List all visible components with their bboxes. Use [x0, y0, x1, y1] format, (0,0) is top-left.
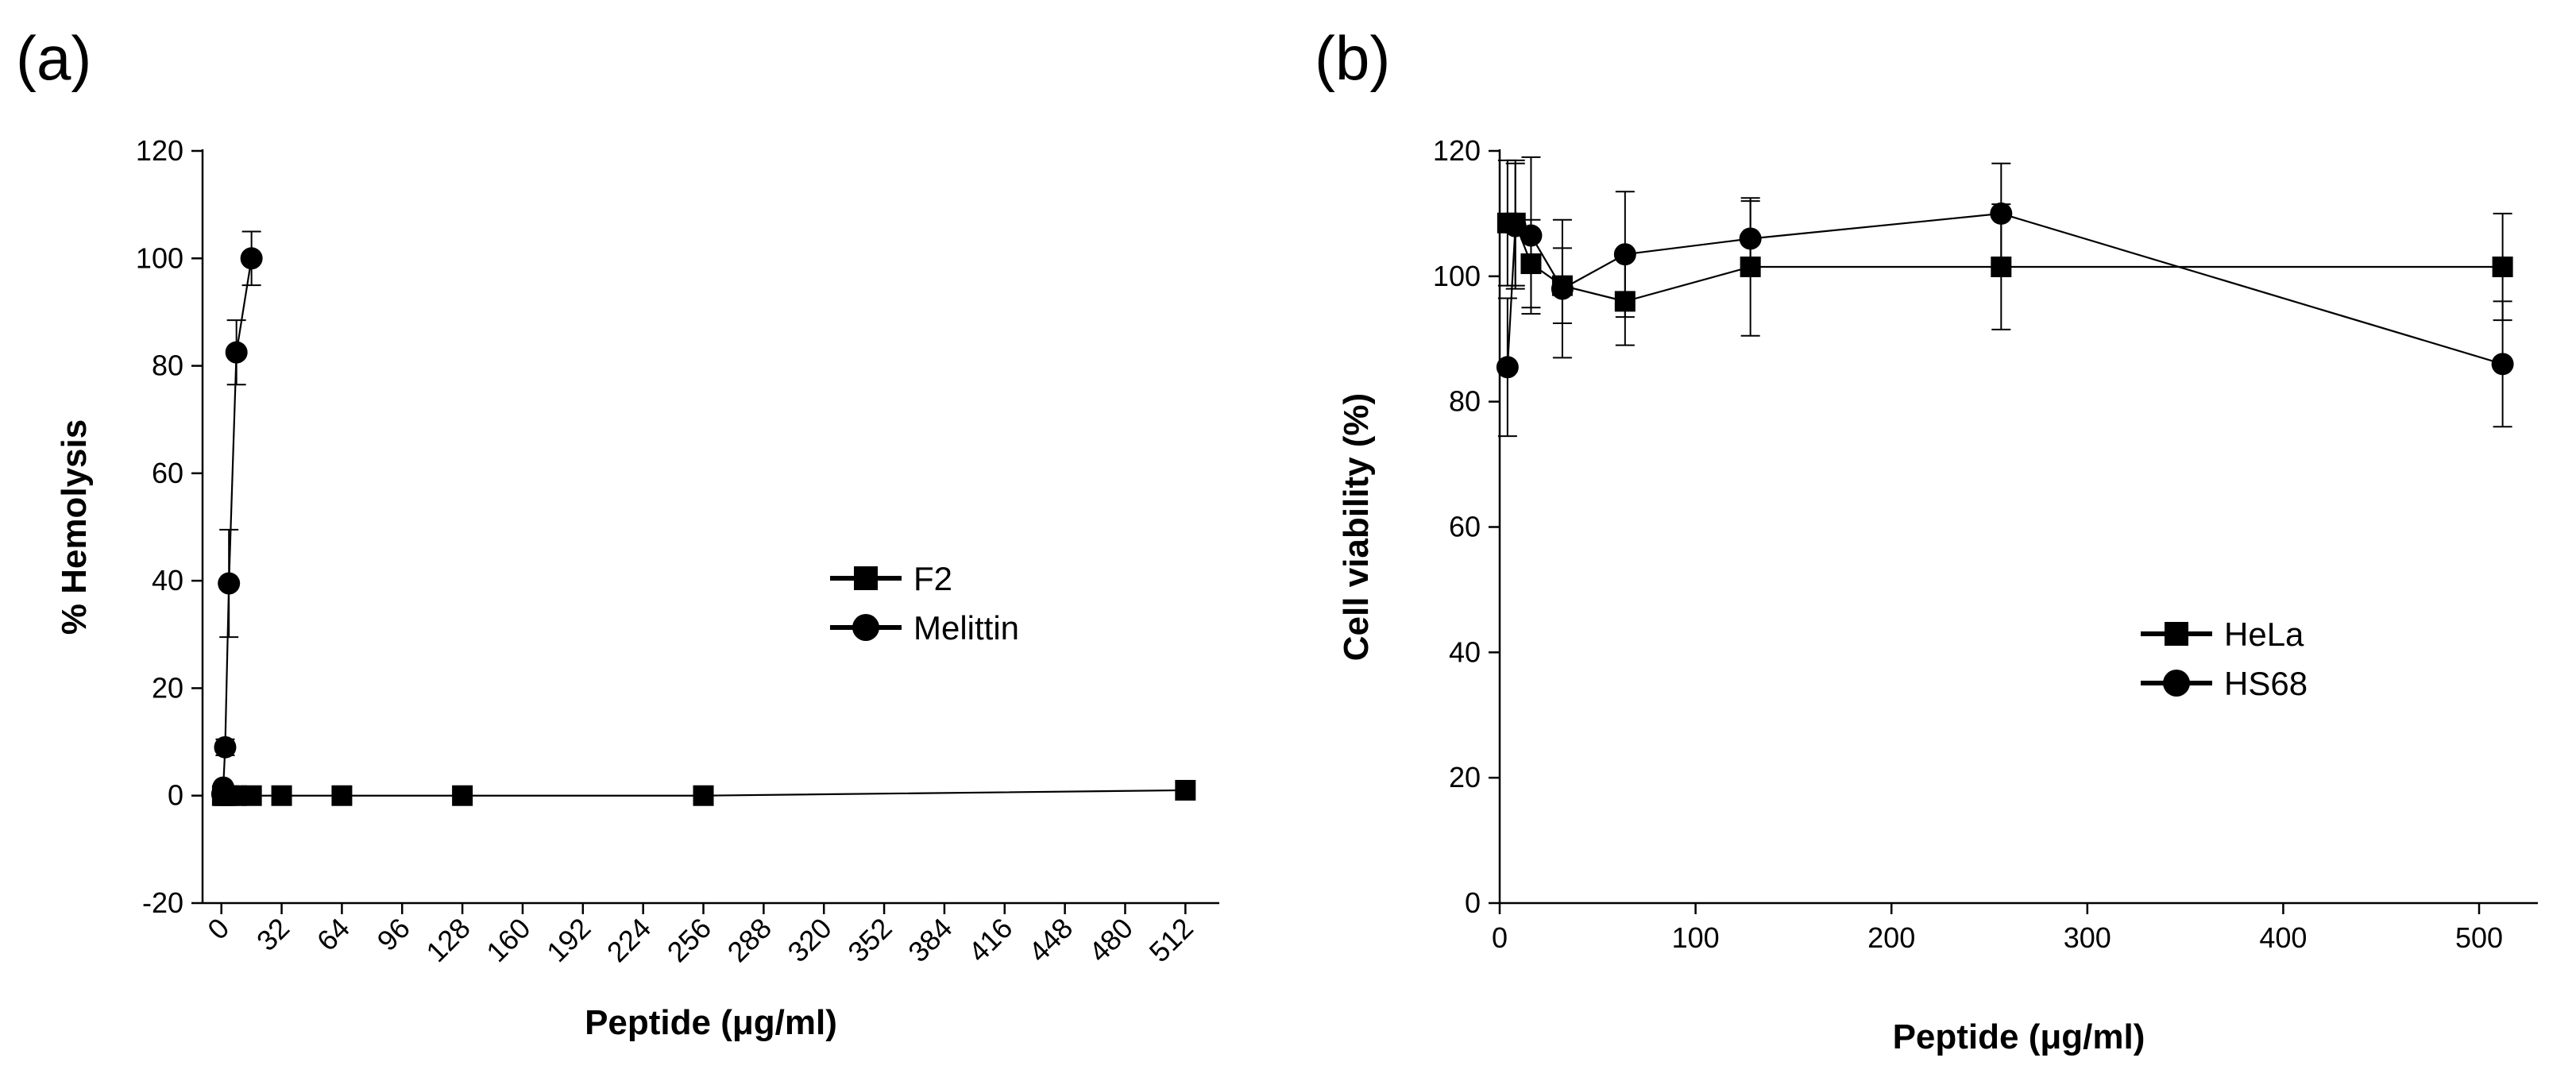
data-point-f2	[693, 785, 714, 806]
y-axis-label: Cell viability (%)	[1337, 393, 1376, 661]
data-point-hs68	[1551, 277, 1574, 300]
legend-label: F2	[913, 560, 952, 597]
x-tick-label: 192	[540, 912, 597, 968]
data-point-melittin	[218, 572, 241, 595]
y-tick-label: 60	[152, 457, 183, 489]
x-tick-label: 352	[841, 912, 898, 968]
x-tick-label: 256	[661, 912, 717, 968]
x-tick-label: 300	[2064, 921, 2111, 954]
legend-marker-square	[854, 566, 878, 590]
x-tick-label: 288	[721, 912, 778, 968]
series-line-hs68	[1506, 212, 2503, 368]
x-tick-label: 160	[480, 912, 536, 968]
x-tick-label: 96	[371, 912, 416, 957]
legend-marker-square	[2165, 622, 2188, 646]
legend-marker-circle	[2163, 670, 2190, 697]
hemolysis-chart: -20 0 20 40 60 80 100 120 0 32 64 96 128 160 192 224 256…	[55, 134, 1219, 1042]
y-tick-label: -20	[142, 886, 183, 919]
data-point-f2	[1175, 779, 1196, 801]
data-point-f2	[452, 785, 473, 806]
data-point-hs68	[2491, 353, 2514, 376]
y-tick-label: 80	[152, 349, 183, 382]
y-tick-label: 40	[152, 564, 183, 596]
x-tick-label: 448	[1022, 912, 1079, 968]
y-tick-label: 40	[1449, 635, 1481, 668]
x-axis-label: Peptide (μg/ml)	[585, 1003, 837, 1042]
y-tick-label: 120	[1433, 134, 1481, 167]
data-point-melittin	[240, 247, 263, 270]
data-point-f2	[241, 785, 262, 806]
x-tick-label: 320	[781, 912, 837, 968]
data-point-hs68	[1613, 243, 1636, 266]
legend-label: Melittin	[913, 609, 1019, 647]
y-tick-label: 0	[168, 779, 183, 812]
y-axis-label: % Hemolysis	[55, 419, 94, 635]
data-point-f2	[331, 785, 353, 806]
legend-label: HeLa	[2224, 616, 2304, 653]
x-tick-label: 224	[601, 912, 657, 968]
x-tick-label: 416	[962, 912, 1018, 968]
y-tick-label: 120	[136, 134, 183, 167]
legend-marker-circle	[852, 614, 879, 641]
y-tick-label: 20	[1449, 761, 1481, 793]
y-tick-label: 0	[1465, 886, 1481, 919]
x-tick-label: 500	[2455, 921, 2503, 954]
x-tick-label: 32	[250, 912, 295, 957]
data-point-melittin	[225, 341, 248, 364]
data-point-hs68	[1990, 202, 2013, 225]
panel-b-letter: (b)	[1315, 23, 1390, 93]
x-tick-label: 400	[2259, 921, 2307, 954]
x-tick-label: 480	[1083, 912, 1139, 968]
x-tick-label: 384	[902, 912, 958, 968]
y-tick-label: 100	[136, 241, 183, 274]
data-point-melittin	[214, 735, 237, 759]
x-tick-label: 0	[1492, 921, 1508, 954]
cell-viability-chart: 0 20 40 60 80 100 120 0 100 200 300 400 500 Peptide (…	[1337, 134, 2538, 1056]
panel-a-letter: (a)	[16, 23, 91, 93]
y-tick-label: 20	[152, 671, 183, 704]
data-point-f2	[271, 785, 292, 806]
data-point-hs68	[1520, 224, 1543, 247]
x-tick-label: 128	[419, 912, 476, 968]
data-point-melittin	[212, 776, 235, 799]
y-tick-label: 60	[1449, 511, 1481, 543]
x-tick-label: 64	[311, 912, 356, 957]
y-tick-label: 80	[1449, 385, 1481, 418]
x-tick-label: 512	[1143, 912, 1199, 968]
x-tick-label: 0	[201, 912, 235, 946]
data-point-hs68	[1739, 227, 1762, 250]
legend-label: HS68	[2224, 665, 2308, 702]
data-point-hela	[2492, 256, 2513, 277]
x-tick-label: 200	[1867, 921, 1915, 954]
x-tick-label: 100	[1672, 921, 1720, 954]
data-point-hs68	[1496, 356, 1519, 379]
y-tick-label: 100	[1433, 260, 1481, 292]
x-axis-label: Peptide (μg/ml)	[1893, 1017, 2145, 1056]
